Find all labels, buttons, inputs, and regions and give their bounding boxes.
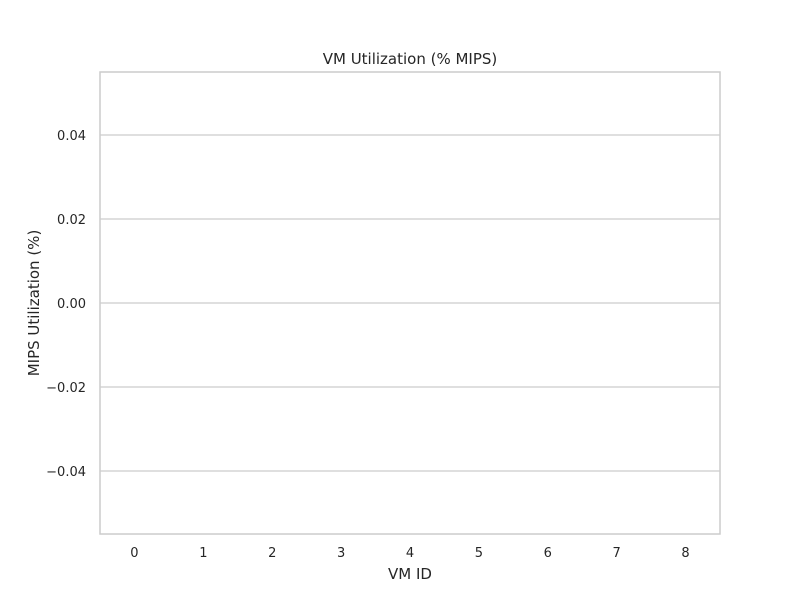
y-tick-label: −0.02 [46, 381, 86, 396]
x-tick-label: 3 [337, 546, 345, 561]
y-axis-label: MIPS Utilization (%) [25, 230, 43, 377]
y-tick-labels: 0.04 0.02 0.00 −0.02 −0.04 [46, 129, 86, 480]
x-tick-label: 8 [681, 546, 689, 561]
grid-lines [100, 134, 720, 472]
plot-frame [99, 71, 721, 535]
x-tick-labels: 0 1 2 3 4 5 6 7 8 [130, 546, 689, 561]
x-axis-label: VM ID [388, 565, 432, 583]
chart-title: VM Utilization (% MIPS) [323, 50, 498, 68]
y-tick-label: 0.02 [57, 213, 86, 228]
x-tick-label: 4 [406, 546, 414, 561]
x-tick-label: 2 [268, 546, 276, 561]
y-tick-label: 0.00 [57, 297, 86, 312]
y-tick-label: −0.04 [46, 465, 86, 480]
x-tick-label: 0 [130, 546, 138, 561]
y-tick-label: 0.04 [57, 129, 86, 144]
x-tick-label: 5 [475, 546, 483, 561]
x-tick-label: 1 [199, 546, 207, 561]
x-tick-label: 6 [544, 546, 552, 561]
x-tick-label: 7 [613, 546, 621, 561]
